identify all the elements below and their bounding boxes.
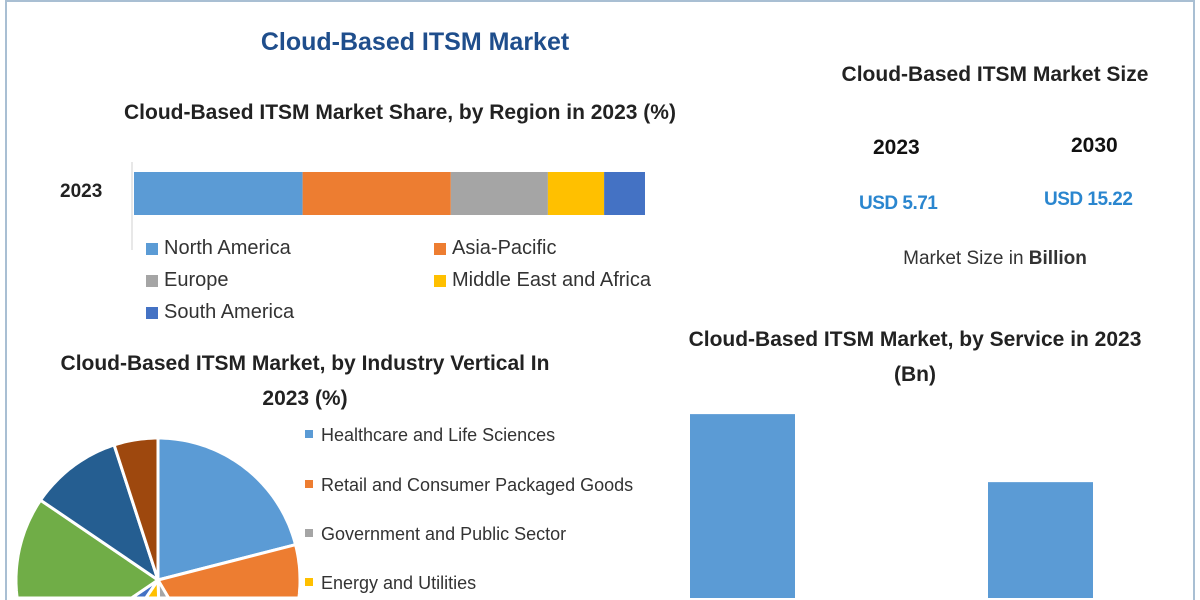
legend-swatch <box>305 430 313 439</box>
industry-legend-item: Government and Public Sector <box>305 522 635 546</box>
region-bar-segment <box>604 172 645 215</box>
legend-label: Healthcare and Life Sciences <box>321 425 556 445</box>
industry-legend-item: Retail and Consumer Packaged Goods <box>305 473 635 497</box>
region-legend-item: Middle East and Africa <box>434 269 651 292</box>
legend-label: South America <box>164 301 295 323</box>
region-legend-item: Europe <box>146 269 229 292</box>
market-size-2023-value: USD 5.71 <box>859 193 938 214</box>
region-bar-segment <box>547 172 605 215</box>
pie-slice <box>112 436 160 582</box>
market-size-unit: Market Size in Billion <box>830 248 1160 270</box>
pie-slice <box>14 498 160 600</box>
year-2023-label: 2023 <box>873 136 920 159</box>
region-legend-item: South America <box>146 301 294 324</box>
legend-swatch <box>305 578 313 587</box>
legend-swatch <box>434 242 446 255</box>
service-bar <box>988 482 1093 598</box>
industry-legend-item: Healthcare and Life Sciences <box>305 423 635 447</box>
region-legend-item: North America <box>146 237 291 260</box>
legend-label: Retail and Consumer Packaged Goods <box>321 475 634 495</box>
legend-swatch <box>434 274 446 287</box>
legend-label: Energy and Utilities <box>321 573 477 593</box>
market-size-2030-value: USD 15.22 <box>1044 189 1133 210</box>
region-legend-item: Asia-Pacific <box>434 237 556 260</box>
region-category-label: 2023 <box>60 181 103 202</box>
industry-legend-item: Energy and Utilities <box>305 571 635 595</box>
legend-label: Asia-Pacific <box>452 237 557 259</box>
region-chart-title: Cloud-Based ITSM Market Share, by Region… <box>124 101 676 124</box>
main-title: Cloud-Based ITSM Market <box>260 28 570 56</box>
unit-bold: Billion <box>1028 248 1087 269</box>
pie-slice <box>156 543 302 600</box>
pie-slice <box>156 436 297 582</box>
region-bar-segment <box>302 172 451 215</box>
legend-label: Europe <box>164 269 229 291</box>
service-bar <box>690 414 795 598</box>
legend-label: North America <box>164 237 291 259</box>
legend-label: Middle East and Africa <box>452 269 651 291</box>
service-chart-title: Cloud-Based ITSM Market, by Service in 2… <box>688 328 1142 386</box>
pie-slice <box>39 443 160 582</box>
region-bar-segment <box>450 172 548 215</box>
legend-swatch <box>305 480 313 489</box>
region-bar-segment <box>134 172 303 215</box>
year-2030-label: 2030 <box>1071 134 1118 157</box>
infographic-frame <box>5 0 1195 600</box>
legend-swatch <box>146 274 158 287</box>
industry-chart-title: Cloud-Based ITSM Market, by Industry Ver… <box>60 352 550 410</box>
legend-swatch <box>305 529 313 538</box>
legend-swatch <box>146 242 158 255</box>
market-size-title: Cloud-Based ITSM Market Size <box>841 63 1149 86</box>
unit-prefix: Market Size in <box>903 248 1029 269</box>
legend-swatch <box>146 306 158 319</box>
legend-label: Government and Public Sector <box>321 524 567 544</box>
